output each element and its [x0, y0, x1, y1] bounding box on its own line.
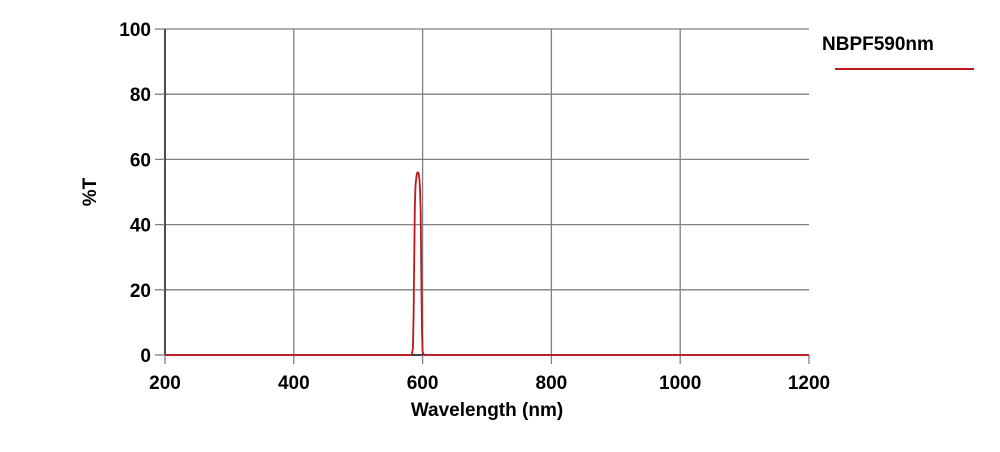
x-axis-ticks: 200 400 600 800 1000 1200 [149, 355, 830, 394]
x-tick-label: 1000 [659, 373, 701, 394]
x-tick-label: 800 [536, 373, 568, 394]
legend: NBPF590nm [822, 34, 974, 70]
x-tick-label: 200 [149, 373, 181, 394]
series-line [165, 171, 809, 356]
y-tick-label: 60 [130, 150, 151, 171]
y-tick-label: 0 [140, 346, 151, 367]
y-tick-label: 100 [119, 20, 151, 41]
gridlines [165, 28, 809, 355]
axes [164, 29, 809, 356]
y-tick-label: 80 [130, 85, 151, 106]
x-tick-label: 1200 [788, 373, 830, 394]
x-tick-label: 600 [407, 373, 439, 394]
y-tick-label: 20 [130, 281, 151, 302]
series-plot [165, 171, 809, 356]
x-tick-label: 400 [278, 373, 310, 394]
y-tick-label: 40 [130, 216, 151, 237]
y-axis-title: %T [80, 177, 101, 206]
legend-label: NBPF590nm [822, 34, 934, 55]
x-axis-title: Wavelength (nm) [411, 400, 563, 421]
y-axis-ticks: 0 20 40 60 80 100 [119, 20, 165, 367]
